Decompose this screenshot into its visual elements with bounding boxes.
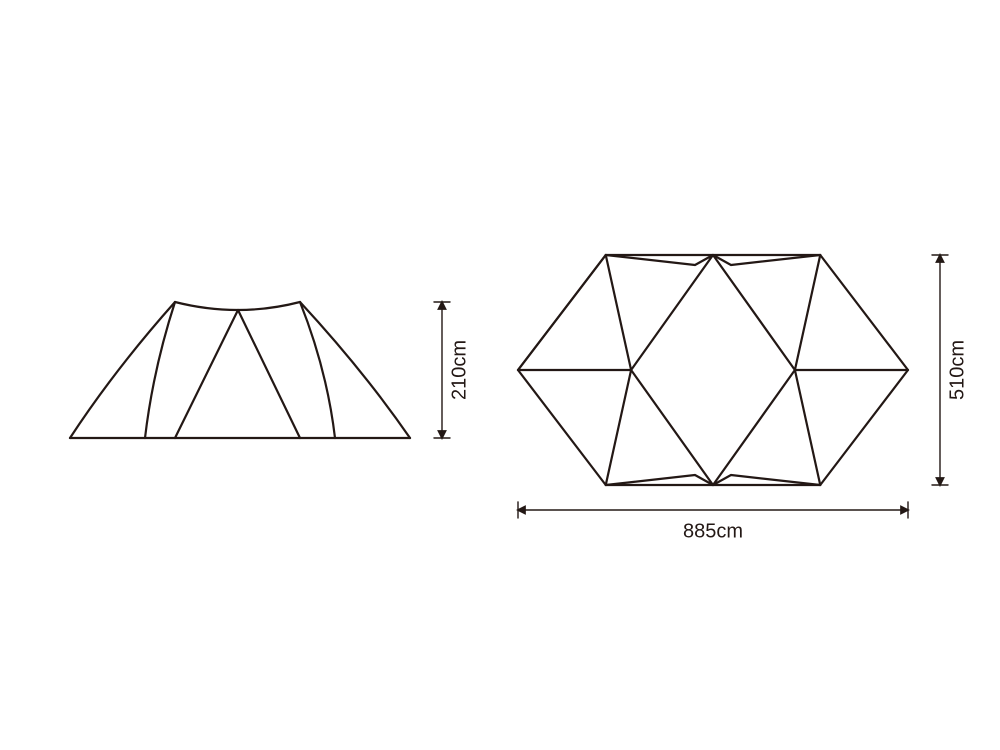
dimension-depth-label: 510cm [946, 340, 968, 400]
dimension-width-label: 885cm [683, 520, 743, 542]
tent-top-plan [518, 255, 908, 485]
dimension-height-label: 210cm [448, 340, 470, 400]
tent-side-elevation [70, 302, 410, 438]
tent-dimension-diagram: 210cm 510cm 885cm [0, 0, 1000, 750]
dimension-lines: 210cm 510cm 885cm [434, 255, 968, 542]
